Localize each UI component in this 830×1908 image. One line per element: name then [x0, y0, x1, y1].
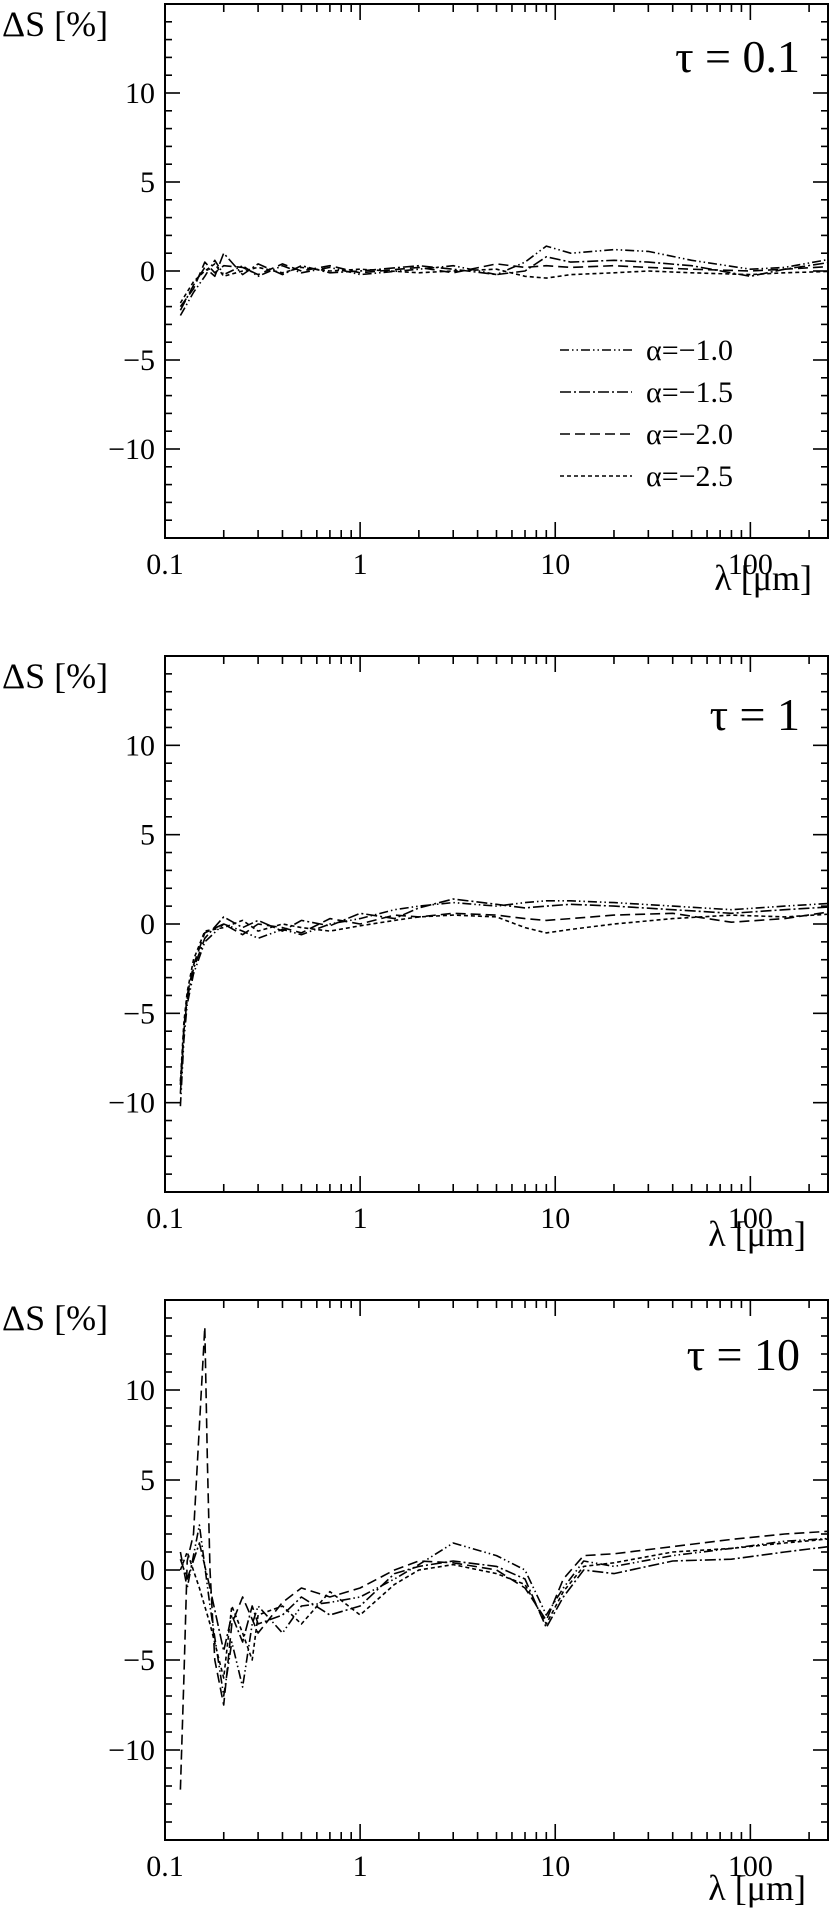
panel-label: τ = 10	[687, 1329, 800, 1380]
x-tick-label: 100	[728, 548, 773, 581]
series-line-3	[179, 911, 828, 1085]
y-tick-label: −5	[123, 1644, 155, 1677]
y-tick-label: −5	[123, 344, 155, 377]
legend-label-3: α=−2.0	[646, 418, 733, 451]
y-tick-label: 0	[140, 908, 155, 941]
x-tick-label: 1	[353, 548, 368, 581]
series-line-1	[179, 1524, 828, 1697]
x-tick-label: 0.1	[146, 1850, 184, 1883]
x-tick-label: 1	[353, 1850, 368, 1883]
x-tick-label: 100	[728, 1202, 773, 1235]
series-line-1	[179, 245, 828, 316]
y-tick-label: 0	[140, 255, 155, 288]
y-tick-label: 5	[140, 819, 155, 852]
y-tick-label: −10	[108, 433, 155, 466]
series-line-4	[179, 263, 828, 304]
y-tick-label: 10	[125, 77, 155, 110]
series-line-3	[179, 1326, 828, 1790]
panel-tau-0-1: τ = 0.1 ΔS [%] λ [μm] 0.1 1 10 100 −10 −5 0 5 10…	[2, 3, 829, 598]
y-tick-label: −5	[123, 997, 155, 1030]
series-line-1	[179, 900, 828, 1107]
x-tick-label: 10	[540, 1850, 570, 1883]
plot-frame	[164, 1299, 829, 1841]
legend-label-1: α=−1.0	[646, 334, 733, 367]
panel-label: τ = 1	[710, 689, 800, 740]
series-line-3	[179, 261, 828, 308]
x-tick-label: 0.1	[146, 548, 184, 581]
x-axis-label: λ [μm]	[708, 1214, 806, 1254]
legend-label-2: α=−1.5	[646, 376, 733, 409]
x-axis-label: λ [μm]	[714, 558, 812, 598]
y-tick-label: 10	[125, 729, 155, 762]
panel-tau-1: τ = 1 ΔS [%] λ [μm] 0.1 1 10 100 −10 −5 0 5 10	[2, 655, 829, 1254]
series-line-2	[179, 252, 828, 311]
x-axis-label: λ [μm]	[708, 1868, 806, 1908]
series-line-2	[179, 1542, 828, 1652]
y-tick-label: 10	[125, 1374, 155, 1407]
y-axis-label: ΔS [%]	[2, 4, 108, 44]
y-axis-label: ΔS [%]	[2, 656, 108, 696]
y-tick-label: 5	[140, 166, 155, 199]
series-line-4	[179, 913, 828, 1082]
x-tick-label: 0.1	[146, 1202, 184, 1235]
panel-tau-10: τ = 10 ΔS [%] λ [μm] 0.1 1 10 100 −10 −5 0 5 10	[2, 1298, 829, 1908]
panel-label: τ = 0.1	[675, 31, 800, 82]
series-line-4	[179, 1538, 828, 1679]
y-tick-label: 5	[140, 1464, 155, 1497]
y-tick-label: 0	[140, 1554, 155, 1587]
y-axis-label: ΔS [%]	[2, 1298, 108, 1338]
series-line-2	[179, 898, 828, 1094]
y-tick-label: −10	[108, 1734, 155, 1767]
y-tick-label: −10	[108, 1087, 155, 1120]
legend-label-4: α=−2.5	[646, 460, 733, 493]
x-tick-label: 100	[728, 1850, 773, 1883]
x-tick-label: 10	[540, 548, 570, 581]
x-tick-label: 1	[353, 1202, 368, 1235]
x-tick-label: 10	[540, 1202, 570, 1235]
